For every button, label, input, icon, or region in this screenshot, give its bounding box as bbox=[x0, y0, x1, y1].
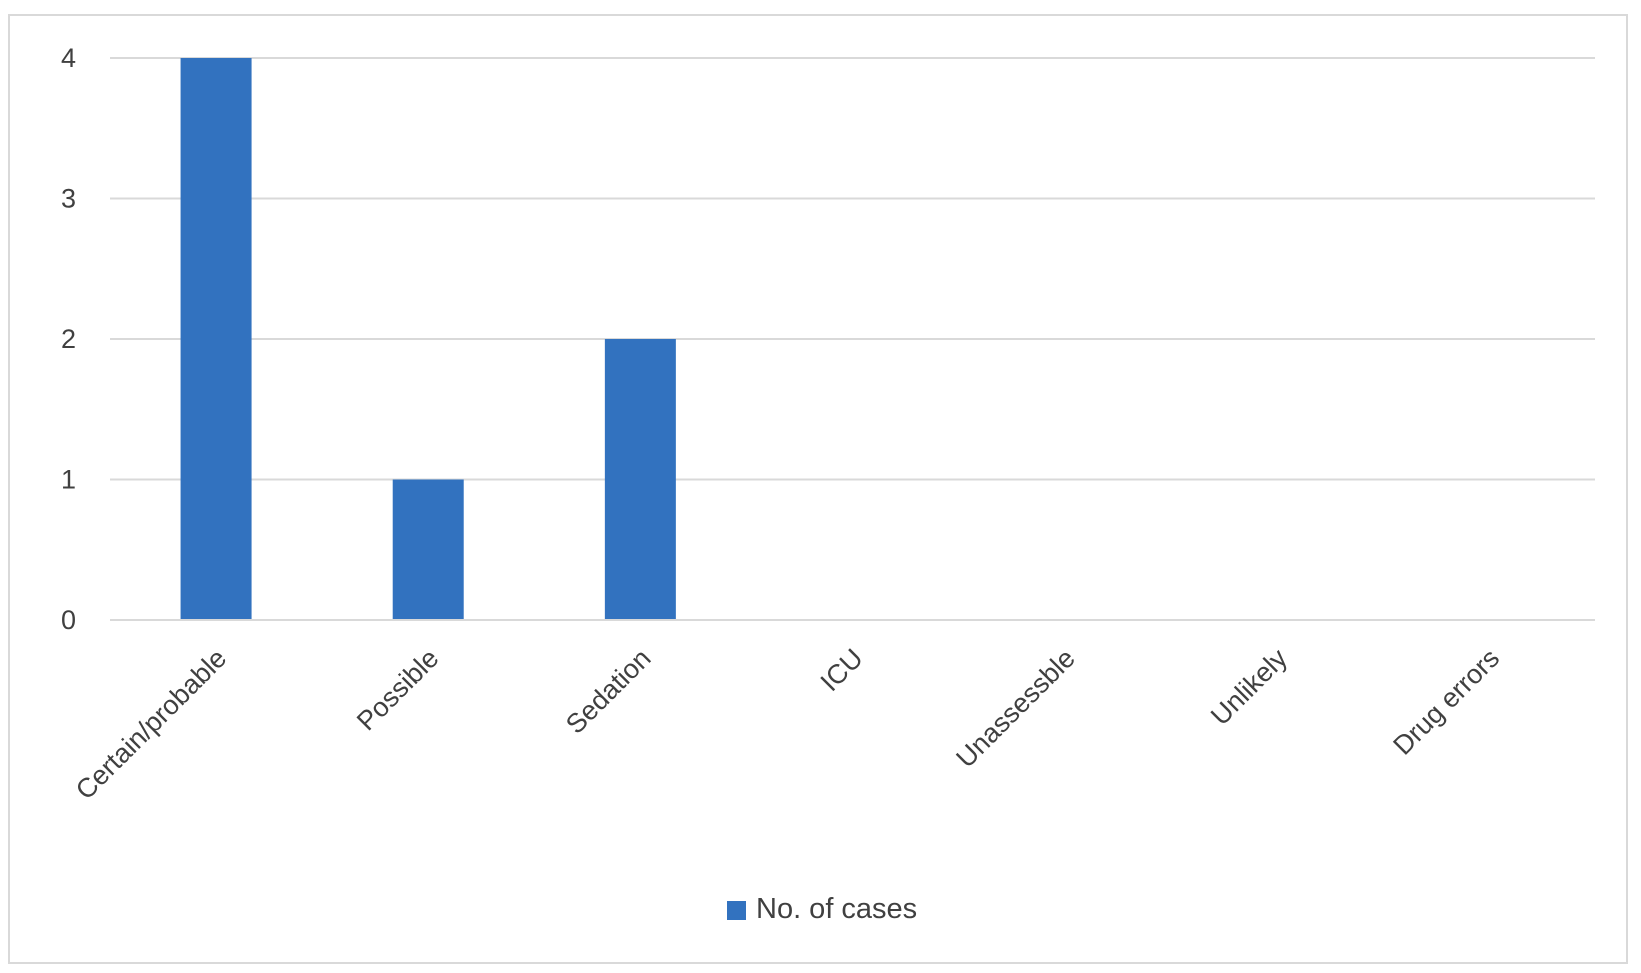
gridlines bbox=[110, 57, 1595, 481]
x-category-label: Unassessble bbox=[950, 643, 1081, 774]
x-category-label: Sedation bbox=[560, 643, 657, 740]
bar bbox=[392, 479, 464, 620]
y-axis-tick-labels: 0 1 2 3 4 bbox=[61, 43, 76, 635]
x-category-label: Drug errors bbox=[1387, 643, 1505, 761]
x-category-label: Certain/probable bbox=[70, 643, 232, 805]
bar bbox=[180, 58, 252, 620]
x-category-label: Possible bbox=[351, 643, 444, 736]
x-category-label: ICU bbox=[815, 643, 869, 697]
x-axis-category-labels: Certain/probable Possible Sedation ICU Unass… bbox=[70, 643, 1505, 806]
chart-frame bbox=[8, 14, 1628, 964]
y-tick-label: 1 bbox=[61, 465, 76, 495]
legend-swatch bbox=[727, 901, 746, 920]
x-category-label: Unlikely bbox=[1205, 643, 1293, 731]
bars bbox=[180, 58, 676, 620]
bar bbox=[604, 339, 676, 620]
legend-label: No. of cases bbox=[756, 893, 917, 925]
y-tick-label: 2 bbox=[61, 324, 76, 354]
y-tick-label: 0 bbox=[61, 605, 76, 635]
y-tick-label: 4 bbox=[61, 43, 76, 73]
legend: No. of cases bbox=[727, 893, 917, 925]
y-tick-label: 3 bbox=[61, 184, 76, 214]
